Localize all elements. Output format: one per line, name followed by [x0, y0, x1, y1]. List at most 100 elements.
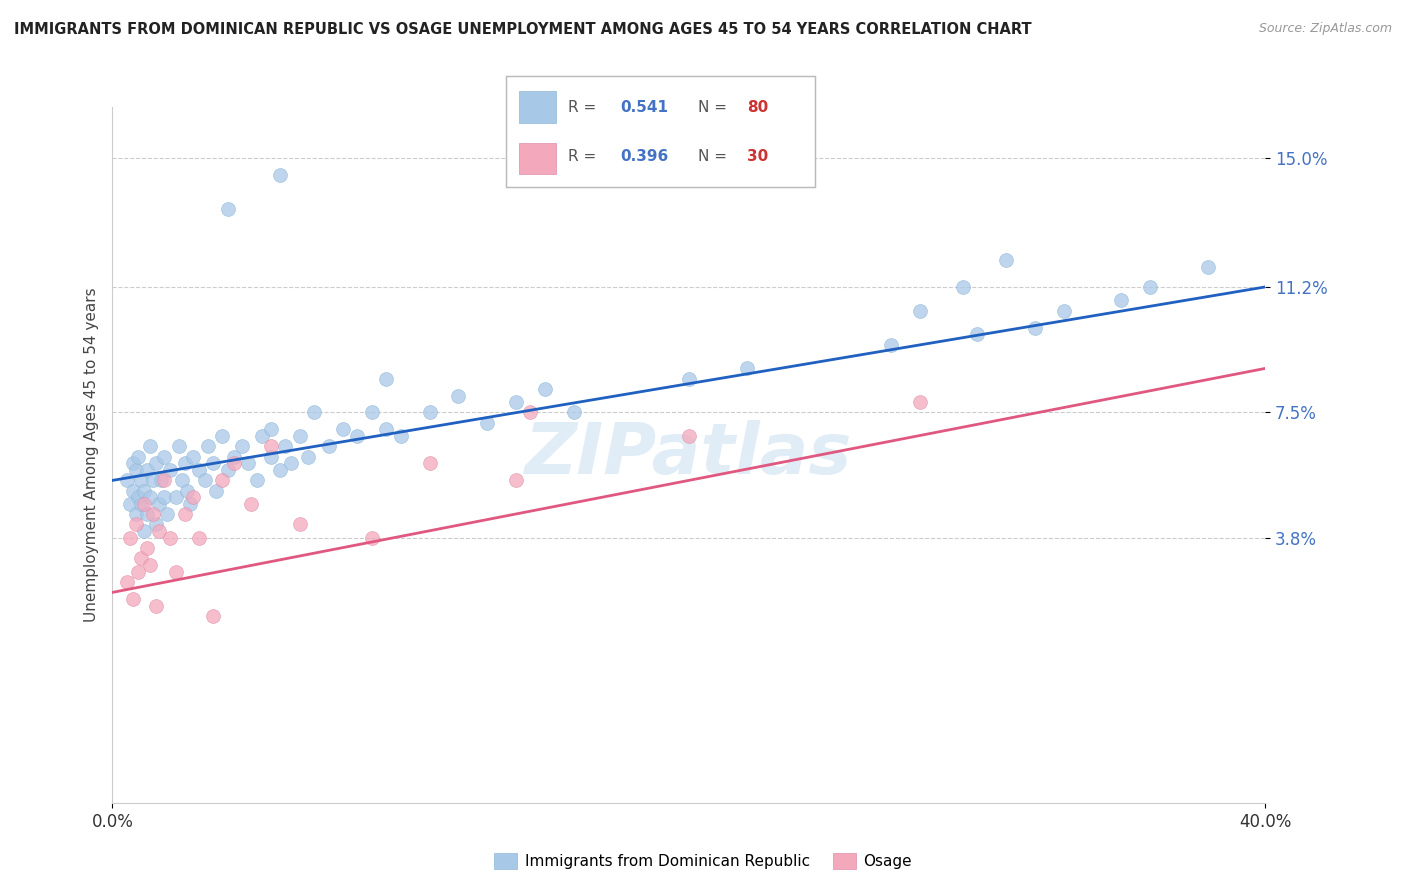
Point [129, 474, 153, 488]
Point [375, 422, 398, 436]
Point [188, 531, 211, 545]
Point [562, 405, 585, 419]
Point [142, 508, 165, 522]
Point [880, 337, 903, 351]
Point [217, 202, 239, 216]
Point [176, 483, 198, 498]
Point [475, 416, 498, 430]
Legend: Immigrants from Dominican Republic, Osage: Immigrants from Dominican Republic, Osag… [488, 847, 918, 875]
Point [165, 565, 187, 579]
Point [222, 450, 245, 464]
Point [304, 405, 326, 419]
Point [173, 508, 195, 522]
Point [159, 531, 181, 545]
Point [136, 463, 159, 477]
Point [269, 463, 291, 477]
Point [118, 497, 141, 511]
Point [966, 327, 988, 342]
Point [197, 439, 219, 453]
Point [139, 439, 162, 453]
Point [145, 457, 167, 471]
Point [134, 497, 156, 511]
Point [280, 457, 302, 471]
Point [181, 491, 204, 505]
Point [127, 491, 149, 505]
Point [1139, 280, 1161, 294]
Point [288, 429, 311, 443]
Point [297, 450, 319, 464]
Point [121, 592, 143, 607]
Text: 80: 80 [748, 100, 769, 114]
Point [1111, 293, 1133, 308]
Point [148, 524, 170, 539]
Point [260, 439, 283, 453]
Point [274, 439, 297, 453]
Point [1052, 303, 1074, 318]
Point [127, 565, 149, 579]
Point [167, 439, 190, 453]
Point [145, 517, 167, 532]
Point [288, 517, 311, 532]
Point [952, 280, 974, 294]
Text: R =: R = [568, 149, 602, 163]
Point [124, 517, 146, 532]
Point [129, 551, 153, 566]
Point [136, 541, 159, 556]
Point [260, 422, 283, 436]
Point [124, 463, 146, 477]
Point [318, 439, 340, 453]
Point [519, 405, 541, 419]
Point [252, 429, 274, 443]
Point [419, 457, 441, 471]
Point [165, 491, 187, 505]
Point [121, 483, 143, 498]
Point [181, 450, 204, 464]
Bar [519, 143, 555, 174]
Point [156, 508, 179, 522]
Point [236, 457, 259, 471]
Point [375, 371, 398, 385]
Y-axis label: Unemployment Among Ages 45 to 54 years: Unemployment Among Ages 45 to 54 years [83, 287, 98, 623]
Point [1197, 260, 1219, 274]
Text: 30: 30 [748, 149, 769, 163]
Text: 0.396: 0.396 [620, 149, 669, 163]
Point [245, 474, 267, 488]
Point [447, 388, 470, 402]
Point [419, 405, 441, 419]
Point [127, 450, 149, 464]
Text: Source: ZipAtlas.com: Source: ZipAtlas.com [1258, 22, 1392, 36]
Point [205, 483, 228, 498]
Text: ZIPatlas: ZIPatlas [526, 420, 852, 490]
Point [735, 361, 758, 376]
Point [118, 531, 141, 545]
Point [142, 474, 165, 488]
Point [908, 395, 931, 409]
Point [139, 491, 162, 505]
Point [153, 474, 176, 488]
Point [124, 508, 146, 522]
Point [211, 429, 233, 443]
Point [202, 457, 225, 471]
Point [678, 429, 700, 443]
Point [153, 491, 176, 505]
Point [170, 474, 193, 488]
Point [332, 422, 354, 436]
Point [121, 457, 143, 471]
Point [505, 474, 527, 488]
Point [153, 450, 176, 464]
Point [129, 497, 153, 511]
Point [136, 508, 159, 522]
Point [134, 524, 156, 539]
Point [239, 497, 262, 511]
Point [115, 474, 138, 488]
Point [134, 483, 156, 498]
Point [159, 463, 181, 477]
Point [533, 382, 555, 396]
Point [222, 457, 245, 471]
Text: 0.541: 0.541 [620, 100, 669, 114]
Point [908, 303, 931, 318]
Point [211, 474, 233, 488]
Point [678, 371, 700, 385]
Point [505, 395, 527, 409]
Text: R =: R = [568, 100, 602, 114]
